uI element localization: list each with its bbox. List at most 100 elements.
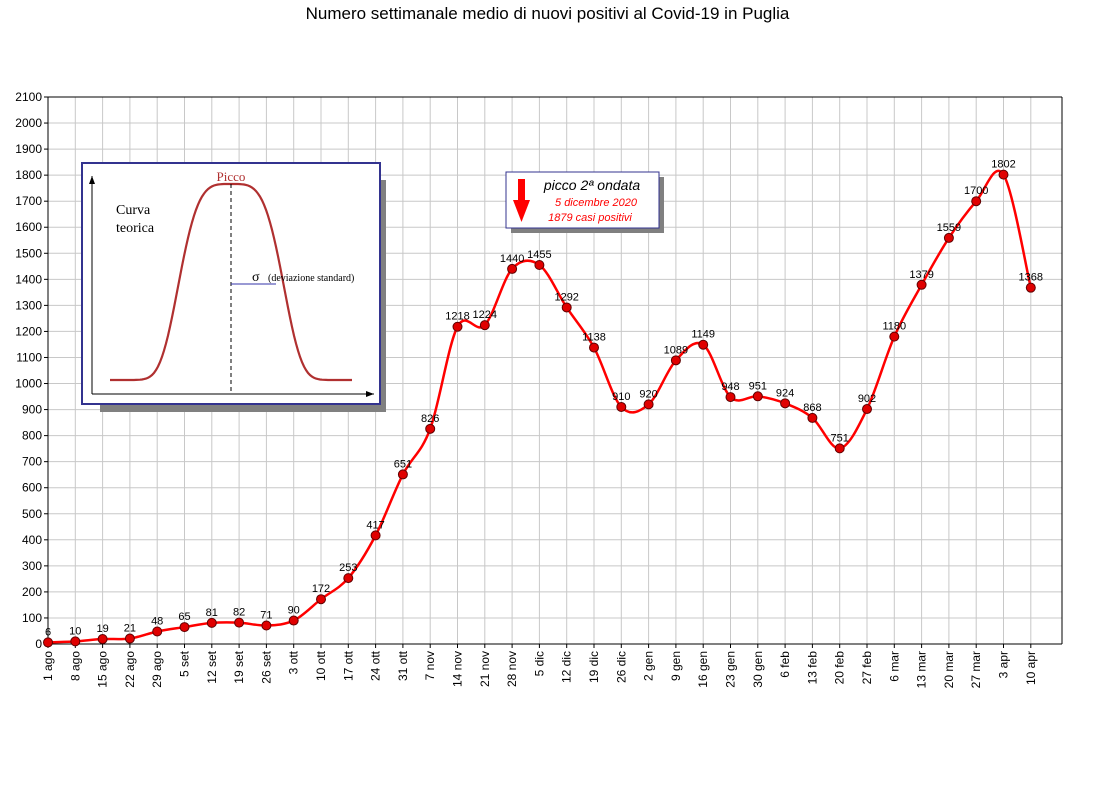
x-tick-label: 19 set (232, 650, 246, 683)
x-tick-labels: 1 ago 8 ago 15 ago 22 ago 29 ago 5 set 12 set 1… (41, 650, 1038, 688)
data-label: 1455 (527, 249, 551, 261)
data-point (616, 401, 627, 412)
y-tick-label: 2000 (15, 116, 42, 130)
y-tick-label: 700 (22, 455, 42, 469)
y-tick-label: 600 (22, 481, 42, 495)
y-tick-label: 2100 (15, 90, 42, 104)
data-point (234, 617, 245, 628)
x-tick-label: 20 feb (833, 651, 847, 685)
x-tick-label: 8 ago (68, 651, 82, 681)
data-point (670, 355, 681, 366)
data-label: 910 (612, 391, 630, 403)
data-point (288, 615, 299, 626)
x-tick-label: 1 ago (41, 651, 55, 681)
annotation-frame (505, 171, 660, 229)
data-label: 90 (288, 605, 300, 617)
data-label: 1180 (882, 321, 906, 333)
x-tick-label: 10 ott (314, 650, 328, 681)
data-label: 253 (339, 562, 357, 574)
x-tick-label: 7 nov (423, 651, 437, 680)
x-tick-label: 30 gen (751, 651, 765, 688)
data-label: 172 (312, 583, 330, 595)
data-point (643, 399, 654, 410)
curve-label-line2: teorica (116, 221, 155, 236)
x-tick-label: 28 nov (505, 651, 519, 687)
x-tick-label: 26 set (259, 650, 273, 683)
data-label: 1700 (964, 185, 988, 197)
y-tick-label: 0 (35, 637, 42, 651)
x-tick-label: 26 dic (614, 651, 628, 683)
inset-panel: Picco Curva teorica σ (deviazione standa… (81, 162, 386, 412)
data-label: 6 (45, 626, 51, 638)
data-label: 1379 (909, 269, 933, 281)
data-point (452, 321, 463, 332)
y-tick-label: 900 (22, 403, 42, 417)
data-label: 1224 (473, 309, 497, 321)
y-tick-label: 1600 (15, 220, 42, 234)
x-tick-label: 6 mar (887, 651, 901, 682)
y-tick-label: 1200 (15, 324, 42, 338)
data-point (752, 391, 763, 402)
data-markers (43, 169, 1036, 648)
curve-label-line1: Curva (116, 203, 151, 218)
x-tick-label: 23 gen (724, 651, 738, 688)
data-label: 868 (803, 402, 821, 414)
inset-x-arrow-icon (366, 391, 374, 397)
annotation-cases: 1879 casi positivi (548, 212, 632, 224)
x-tick-label: 5 set (178, 650, 192, 677)
data-point (261, 620, 272, 631)
annotation-title: picco 2ª ondata (543, 177, 640, 193)
data-point (152, 626, 163, 637)
data-point (971, 196, 982, 207)
data-label: 417 (366, 519, 384, 531)
y-tick-label: 1300 (15, 298, 42, 312)
annotation-box: picco 2ª ondata 5 dicembre 2020 1879 cas… (505, 171, 664, 233)
data-point (70, 636, 81, 647)
y-tick-label: 400 (22, 533, 42, 547)
data-label: 19 (96, 623, 108, 635)
y-tick-label: 1900 (15, 142, 42, 156)
data-label: 1440 (500, 253, 524, 265)
data-label: 1138 (582, 332, 606, 344)
y-tick-label: 800 (22, 429, 42, 443)
data-label: 751 (831, 432, 849, 444)
data-label: 1559 (937, 222, 961, 234)
data-point (343, 573, 354, 584)
data-point (780, 398, 791, 409)
data-label: 902 (858, 393, 876, 405)
data-point (370, 530, 381, 541)
data-label: 82 (233, 607, 245, 619)
data-point (425, 423, 436, 434)
data-label: 21 (124, 623, 136, 635)
data-point (1025, 282, 1036, 293)
y-tick-label: 1700 (15, 194, 42, 208)
x-tick-label: 6 feb (778, 651, 792, 678)
data-point (943, 232, 954, 243)
data-label: 1368 (1019, 272, 1043, 284)
y-tick-label: 300 (22, 559, 42, 573)
data-point (916, 279, 927, 290)
y-tick-label: 200 (22, 585, 42, 599)
x-tick-label: 15 ago (96, 651, 110, 688)
data-point (479, 320, 490, 331)
sigma-label: (deviazione standard) (268, 273, 354, 284)
y-tick-label: 1800 (15, 168, 42, 182)
data-label: 1292 (554, 291, 578, 303)
data-label: 71 (260, 610, 272, 622)
data-point (397, 469, 408, 480)
x-tick-label: 3 ott (287, 650, 301, 674)
data-label: 948 (721, 381, 739, 393)
x-tick-label: 9 gen (669, 651, 683, 681)
data-point (807, 412, 818, 423)
x-tick-label: 10 apr (1024, 651, 1038, 685)
data-point (998, 169, 1009, 180)
y-tick-label: 1500 (15, 246, 42, 260)
data-point (889, 331, 900, 342)
data-label: 651 (394, 458, 412, 470)
x-tick-label: 22 ago (123, 651, 137, 688)
data-label: 951 (749, 380, 767, 392)
data-label: 1218 (445, 311, 469, 323)
x-tick-label: 24 ott (369, 650, 383, 681)
annotation-date: 5 dicembre 2020 (555, 197, 638, 209)
data-point (316, 594, 326, 605)
